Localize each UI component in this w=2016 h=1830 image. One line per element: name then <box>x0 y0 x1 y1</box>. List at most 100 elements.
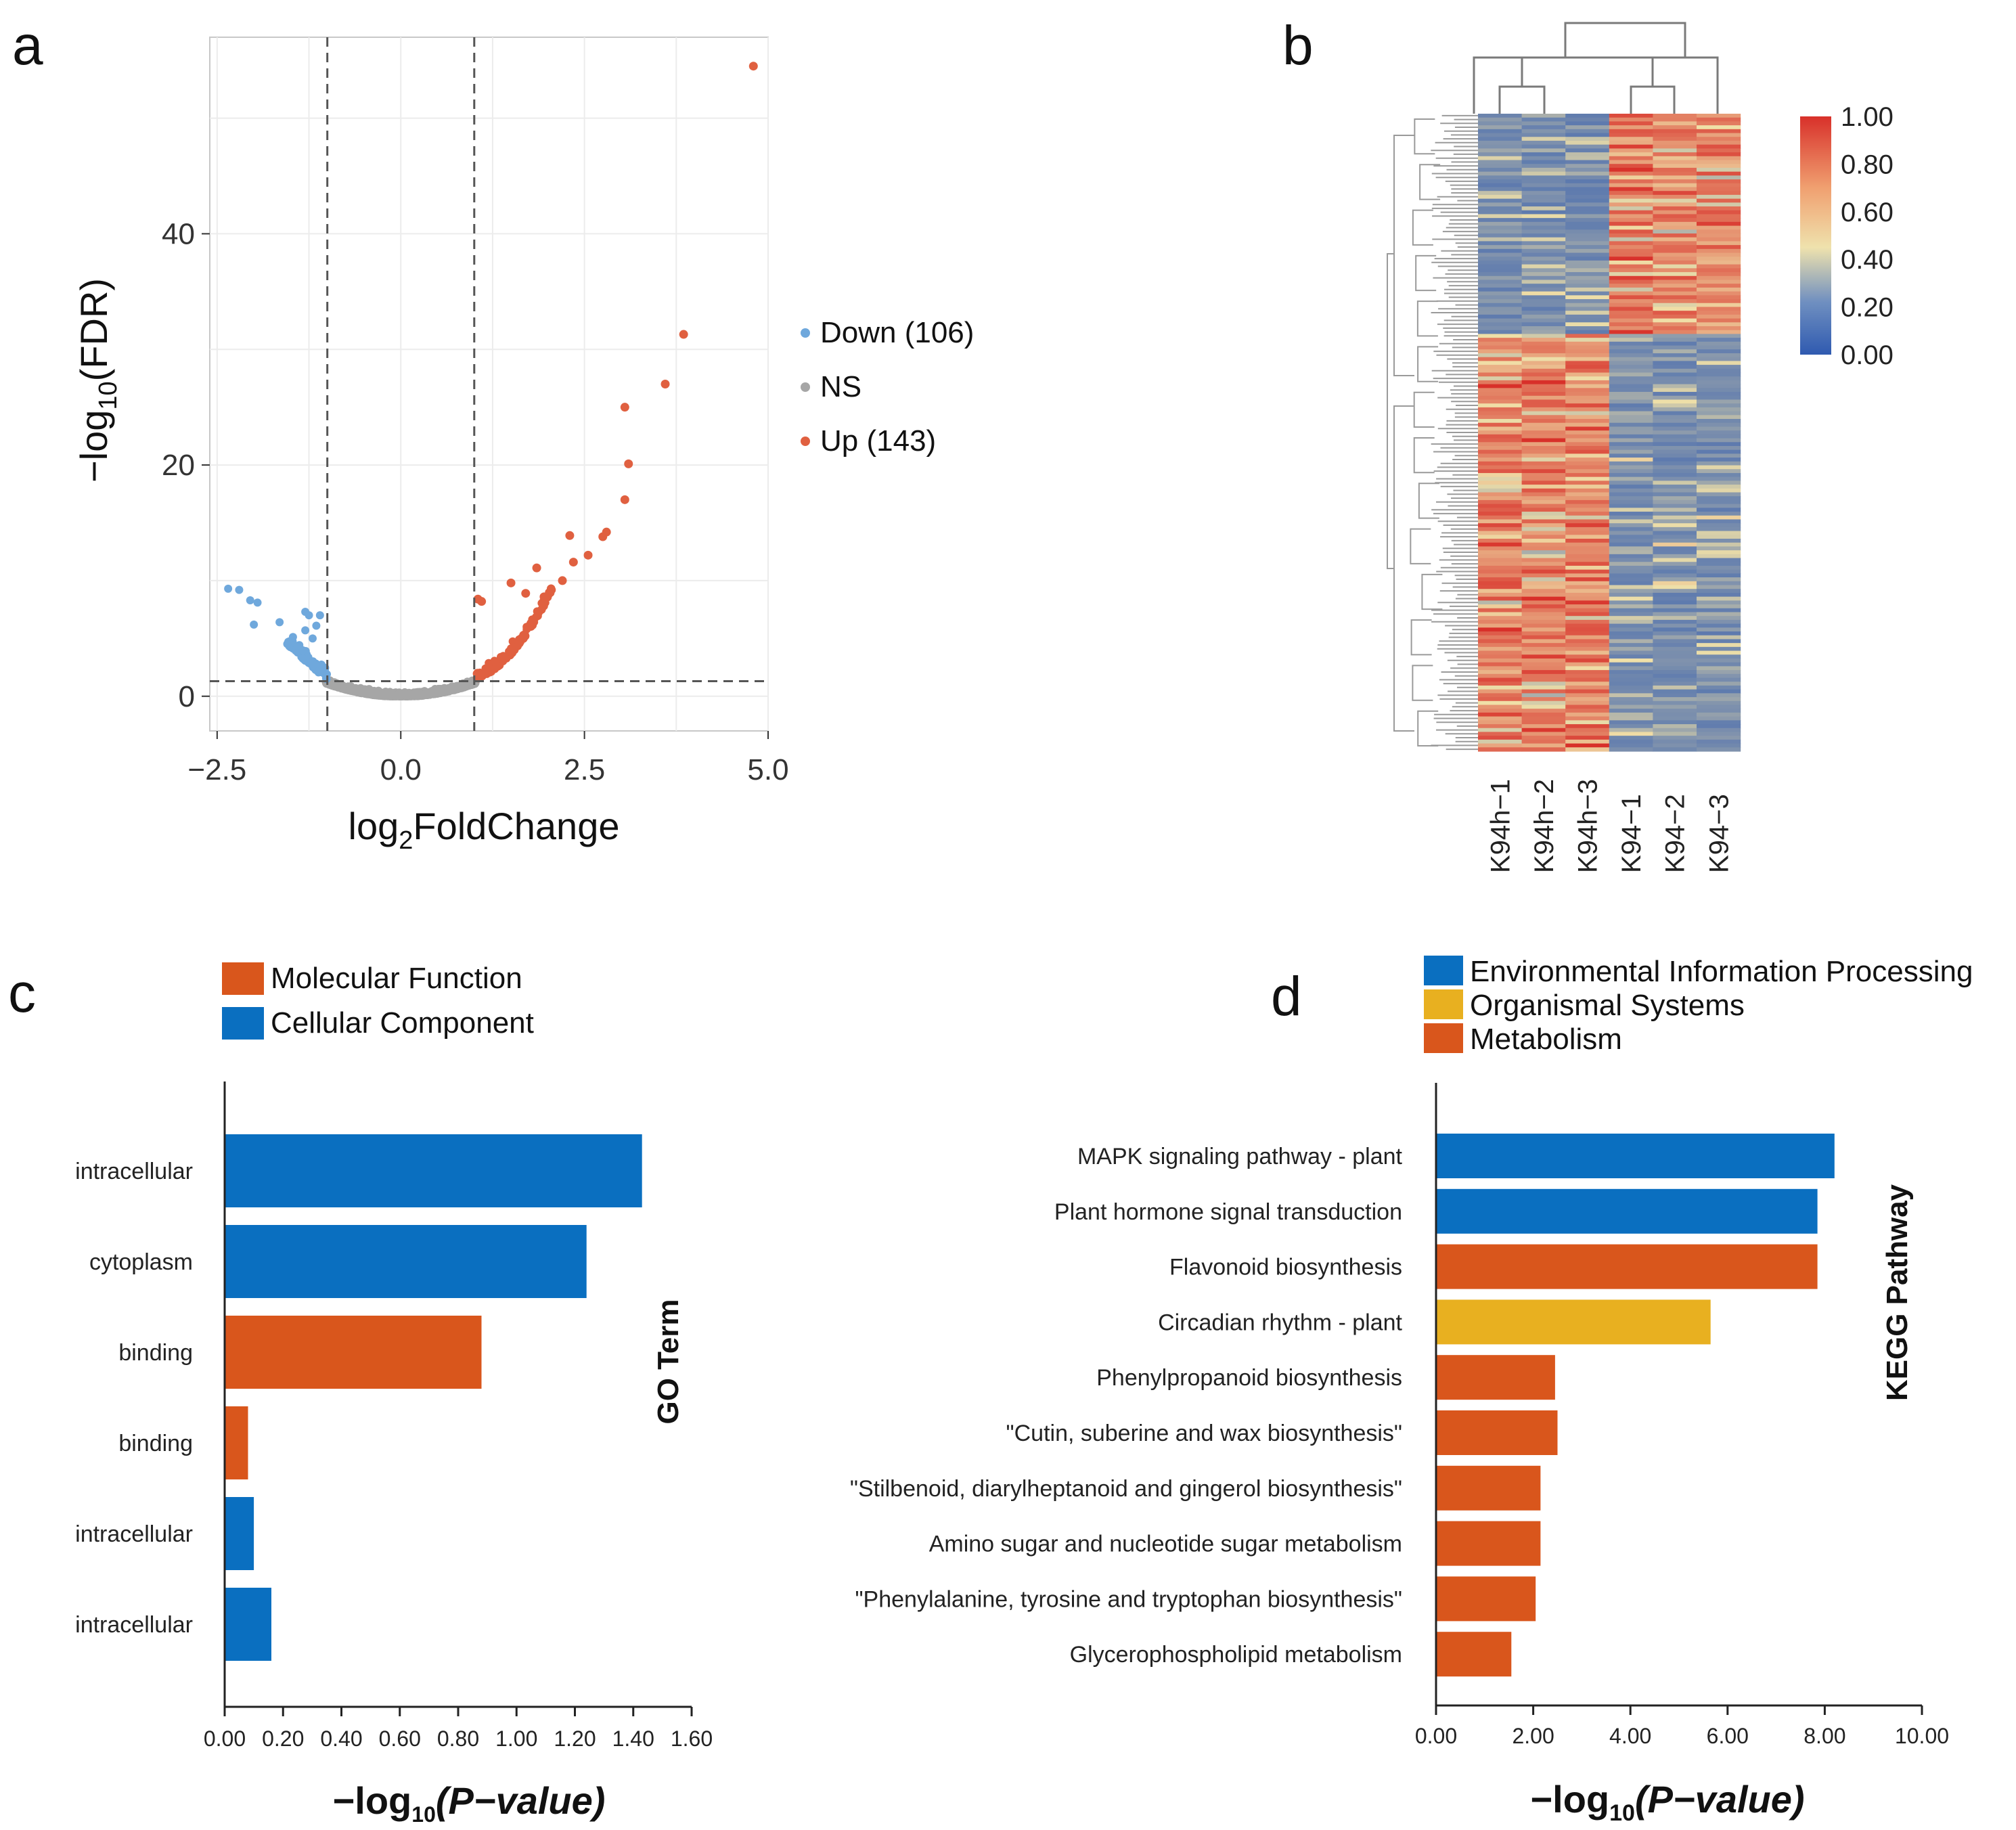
heatmap-cell <box>1521 411 1566 416</box>
heatmap-cell <box>1521 357 1566 361</box>
go-bars <box>225 1134 642 1661</box>
heatmap-cell <box>1521 341 1566 347</box>
heatmap-cell <box>1478 589 1523 594</box>
heatmap-cell <box>1653 295 1697 300</box>
heatmap-cell <box>1565 631 1610 636</box>
heatmap-cell <box>1609 697 1653 702</box>
heatmap-cell <box>1609 743 1653 748</box>
heatmap-cell <box>1478 705 1523 709</box>
heatmap-cell <box>1697 322 1741 327</box>
heatmap-cell <box>1653 469 1697 474</box>
heatmap-cell <box>1609 508 1653 512</box>
heatmap-cell <box>1478 221 1523 227</box>
heatmap-cell <box>1653 164 1697 169</box>
heatmap-cell <box>1609 673 1653 679</box>
colorbar-tick-label: 0.60 <box>1841 198 1894 227</box>
heatmap-cell <box>1697 569 1741 574</box>
heatmap-cell <box>1478 542 1523 548</box>
heatmap-cell <box>1565 465 1610 470</box>
heatmap-cell <box>1609 608 1653 613</box>
heatmap-cell <box>1521 241 1566 246</box>
heatmap-cell <box>1697 496 1741 501</box>
heatmap-cell <box>1653 465 1697 470</box>
heatmap-cell <box>1565 125 1610 130</box>
heatmap-cell <box>1565 445 1610 451</box>
heatmap-cell <box>1565 619 1610 625</box>
heatmap-cell <box>1521 499 1566 505</box>
heatmap-cell <box>1609 372 1653 377</box>
heatmap-cell <box>1609 481 1653 485</box>
heatmap-cell <box>1565 160 1610 164</box>
row-dendro-branch <box>1410 619 1432 656</box>
volcano-up-points <box>472 62 758 683</box>
heatmap-cell <box>1565 430 1610 435</box>
go-x-tick-label: 0.40 <box>320 1726 362 1751</box>
row-dendro-root <box>1387 253 1394 569</box>
heatmap-cell <box>1653 558 1697 562</box>
heatmap-cell <box>1478 167 1523 173</box>
heatmap-cell <box>1609 472 1653 478</box>
heatmap-cell <box>1653 623 1697 628</box>
heatmap-cell <box>1653 384 1697 388</box>
heatmap-cell <box>1609 635 1653 640</box>
heatmap-cell <box>1653 380 1697 385</box>
up-point <box>539 592 549 602</box>
heatmap-cell <box>1653 662 1697 667</box>
heatmap-cell <box>1521 322 1566 327</box>
heatmap-cell <box>1565 673 1610 679</box>
heatmap-cell <box>1478 361 1523 365</box>
heatmap-cell <box>1478 461 1523 466</box>
heatmap-cell <box>1653 577 1697 582</box>
heatmap-cell <box>1609 114 1653 118</box>
heatmap-cell <box>1565 183 1610 188</box>
heatmap-cell <box>1609 349 1653 354</box>
heatmap-cell <box>1565 260 1610 265</box>
heatmap-cell <box>1565 712 1610 717</box>
heatmap-cell <box>1521 233 1566 238</box>
heatmap-cell <box>1565 299 1610 304</box>
heatmap-cell <box>1653 550 1697 555</box>
heatmap-cell <box>1697 639 1741 644</box>
heatmap-cell <box>1565 550 1610 555</box>
heatmap-cell <box>1653 546 1697 551</box>
up-point <box>535 608 543 617</box>
heatmap-cell <box>1478 465 1523 470</box>
heatmap-cell <box>1609 260 1653 265</box>
heatmap-cell <box>1521 608 1566 613</box>
heatmap-cell <box>1478 399 1523 404</box>
heatmap-cell <box>1478 515 1523 520</box>
heatmap-cell <box>1478 562 1523 566</box>
heatmap-cell <box>1565 380 1610 385</box>
heatmap-cell <box>1565 237 1610 242</box>
heatmap-cell <box>1697 519 1741 524</box>
heatmap-cell <box>1521 338 1566 342</box>
heatmap-cell <box>1609 388 1653 393</box>
heatmap-cell <box>1521 639 1566 644</box>
up-point <box>660 380 670 388</box>
heatmap-cell <box>1478 326 1523 331</box>
heatmap-cell <box>1565 453 1610 458</box>
heatmap-cell <box>1478 388 1523 393</box>
heatmap-cell <box>1697 666 1741 671</box>
kegg-bar <box>1436 1299 1711 1345</box>
heatmap-cell <box>1478 685 1523 690</box>
heatmap-cell <box>1697 472 1741 478</box>
heatmap-cell <box>1697 125 1741 130</box>
heatmap-cell <box>1478 523 1523 528</box>
heatmap-cell <box>1478 349 1523 354</box>
heatmap-cell <box>1609 384 1653 388</box>
heatmap-cell <box>1609 395 1653 401</box>
heatmap-cell <box>1521 225 1566 230</box>
heatmap-cell <box>1565 677 1610 682</box>
heatmap-cell <box>1521 133 1566 137</box>
heatmap-cell <box>1697 187 1741 192</box>
go-x-tick-label: 1.00 <box>495 1726 537 1751</box>
heatmap-cell <box>1478 442 1523 447</box>
heatmap-cell <box>1653 144 1697 149</box>
heatmap-cell <box>1565 361 1610 365</box>
ns-point <box>330 681 339 690</box>
down-point <box>250 620 259 629</box>
kegg-legend-org-swatch <box>1424 989 1463 1019</box>
down-point <box>312 621 321 630</box>
heatmap-cell <box>1609 233 1653 238</box>
